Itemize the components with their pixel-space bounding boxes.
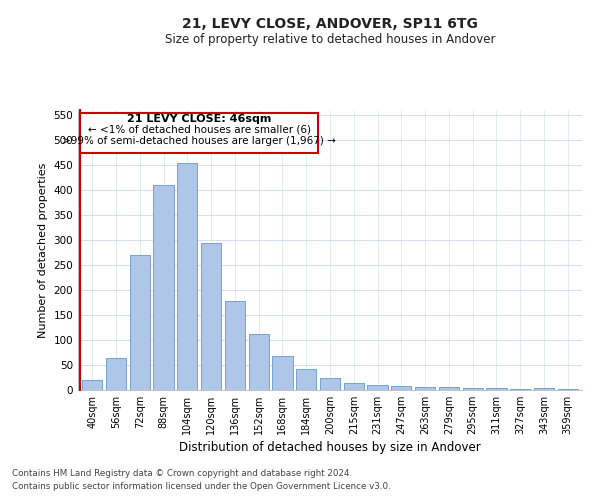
Bar <box>130 255 150 390</box>
Text: Size of property relative to detached houses in Andover: Size of property relative to detached ho… <box>165 32 495 46</box>
Bar <box>463 388 483 390</box>
Text: Contains HM Land Registry data © Crown copyright and database right 2024.: Contains HM Land Registry data © Crown c… <box>12 468 352 477</box>
Bar <box>154 185 173 390</box>
Bar <box>415 386 435 390</box>
Bar <box>510 388 530 390</box>
Text: 21 LEVY CLOSE: 46sqm: 21 LEVY CLOSE: 46sqm <box>127 114 271 124</box>
Text: 21, LEVY CLOSE, ANDOVER, SP11 6TG: 21, LEVY CLOSE, ANDOVER, SP11 6TG <box>182 18 478 32</box>
Bar <box>272 356 293 390</box>
Bar <box>557 388 578 390</box>
Bar <box>248 334 269 390</box>
Bar <box>487 388 506 390</box>
Text: Contains public sector information licensed under the Open Government Licence v3: Contains public sector information licen… <box>12 482 391 491</box>
Bar <box>439 386 459 390</box>
Bar <box>177 162 197 390</box>
Y-axis label: Number of detached properties: Number of detached properties <box>38 162 48 338</box>
Bar <box>391 386 412 390</box>
Text: >99% of semi-detached houses are larger (1,967) →: >99% of semi-detached houses are larger … <box>62 136 336 145</box>
Bar <box>296 368 316 390</box>
Bar <box>367 384 388 390</box>
Bar <box>201 242 221 390</box>
Bar <box>82 380 103 390</box>
Bar <box>106 358 126 390</box>
Bar <box>320 378 340 390</box>
Bar <box>344 383 364 390</box>
Text: ← <1% of detached houses are smaller (6): ← <1% of detached houses are smaller (6) <box>88 125 311 135</box>
FancyBboxPatch shape <box>80 112 318 152</box>
X-axis label: Distribution of detached houses by size in Andover: Distribution of detached houses by size … <box>179 441 481 454</box>
Bar <box>534 388 554 390</box>
Bar <box>225 301 245 390</box>
